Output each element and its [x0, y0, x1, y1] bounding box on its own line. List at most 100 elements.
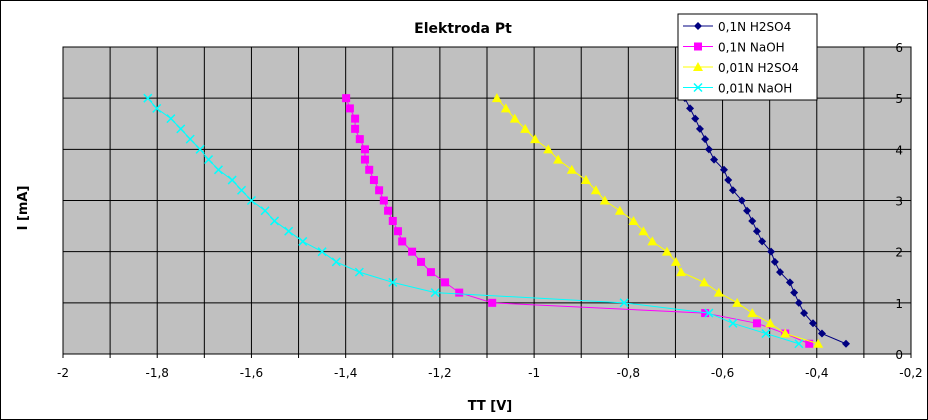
data-point-triangle [566, 164, 577, 174]
data-point-cross [317, 247, 327, 257]
chart-title: Elektroda Pt [414, 21, 512, 37]
data-point-square [384, 206, 393, 215]
data-point-triangle [543, 144, 554, 154]
y-tick-label: 1 [895, 297, 903, 311]
legend-label: 0,01N NaOH [718, 82, 792, 96]
data-point-triangle [732, 297, 743, 307]
data-point-triangle [580, 175, 591, 185]
data-point-square [441, 278, 450, 287]
x-tick-label: -0,6 [711, 366, 734, 380]
data-point-diamond [767, 247, 776, 256]
data-point-square [345, 104, 354, 113]
legend-item: 0,1N NaOH [683, 41, 785, 55]
data-point-triangle [747, 308, 758, 318]
data-point-diamond [776, 268, 785, 277]
data-point-cross [176, 124, 186, 134]
x-tick-label: -0,4 [805, 366, 828, 380]
data-point-cross [246, 195, 256, 206]
data-point-square [455, 288, 464, 297]
data-point-diamond [800, 309, 809, 318]
data-point-diamond [737, 196, 746, 205]
x-tick-label: -0,8 [617, 366, 640, 380]
data-point-triangle [693, 62, 703, 71]
data-point-triangle [813, 338, 824, 348]
y-axis-label: I [mA] [16, 186, 31, 231]
legend-label: 0,1N H2SO4 [718, 20, 791, 34]
data-point-triangle [661, 246, 672, 256]
data-point-diamond [728, 186, 737, 195]
legend-label: 0,01N H2SO4 [718, 61, 799, 75]
data-point-square [388, 216, 397, 225]
legend-label: 0,1N NaOH [718, 41, 785, 55]
data-point-square [351, 124, 360, 133]
legend: 0,1N H2SO4 0,1N NaOH 0,01N H2SO4 0,01N NaOH [677, 13, 818, 101]
data-point-diamond [719, 165, 728, 174]
data-point-cross [284, 226, 294, 236]
x-tick-label: -1,2 [428, 366, 451, 380]
data-point-square [365, 165, 374, 174]
x-tick-label: -1,8 [146, 366, 169, 380]
data-point-triangle [509, 113, 520, 123]
data-point-square [488, 298, 497, 307]
data-point-square [805, 339, 814, 348]
data-point-square [360, 155, 369, 164]
data-point-diamond [695, 124, 704, 133]
legend-item: 0,01N NaOH [683, 82, 792, 96]
data-point-square [694, 42, 702, 51]
data-point-cross [331, 257, 341, 267]
data-point-diamond [724, 176, 733, 185]
data-point-cross [269, 216, 280, 226]
y-tick-label: 3 [895, 195, 903, 209]
data-point-cross [354, 267, 364, 277]
data-point-cross [152, 103, 162, 113]
data-point-diamond [785, 278, 794, 287]
data-point-triangle [676, 267, 687, 277]
x-tick-labels: -2 -1,8 -1,6 -1,4 -1,2 -1 -0,8 -0,6 -0,4 -0,2 [57, 366, 923, 380]
legend-item: 0,1N H2SO4 [683, 20, 791, 34]
data-point-square [355, 135, 364, 144]
y-tick-label: 4 [895, 143, 903, 157]
data-point-cross [237, 185, 247, 195]
data-point-cross [298, 236, 308, 246]
data-point-square [379, 196, 388, 205]
data-point-cross [143, 93, 153, 103]
data-point-diamond [752, 227, 761, 236]
data-point-triangle [491, 93, 502, 103]
data-point-square [351, 114, 360, 123]
data-point-triangle [500, 103, 511, 113]
data-point-cross [619, 298, 629, 308]
data-point-square [393, 227, 402, 236]
data-point-square [342, 94, 351, 103]
data-point-diamond [809, 319, 818, 328]
data-point-diamond [770, 257, 779, 266]
data-point-triangle [670, 256, 681, 266]
y-tick-label: 2 [895, 246, 903, 260]
data-point-square [369, 176, 378, 185]
data-point-diamond [743, 206, 752, 215]
data-point-triangle [553, 154, 564, 164]
data-point-cross [761, 329, 771, 339]
data-point-cross [213, 165, 223, 175]
data-point-diamond [686, 104, 695, 113]
data-point-triangle [520, 123, 531, 133]
x-axis-label: TT [V] [468, 399, 513, 414]
data-point-triangle [780, 328, 791, 338]
y-tick-label: 6 [895, 41, 903, 55]
data-point-diamond [841, 339, 850, 348]
data-point-triangle [699, 277, 710, 287]
y-tick-label: 5 [895, 92, 903, 106]
data-point-cross [185, 134, 195, 144]
data-point-square [408, 247, 417, 256]
legend-item: 0,01N H2SO4 [683, 61, 799, 75]
data-point-triangle [638, 226, 649, 236]
data-point-diamond [790, 288, 799, 297]
data-point-diamond [704, 145, 713, 154]
data-point-cross [728, 318, 738, 328]
series-0-01n-h2so4 [491, 93, 824, 348]
x-tick-label: -1 [528, 366, 540, 380]
data-point-cross [227, 175, 237, 185]
data-point-square [360, 145, 369, 154]
data-point-square [417, 257, 426, 266]
data-point-cross [195, 144, 205, 154]
data-point-triangle [765, 318, 776, 328]
